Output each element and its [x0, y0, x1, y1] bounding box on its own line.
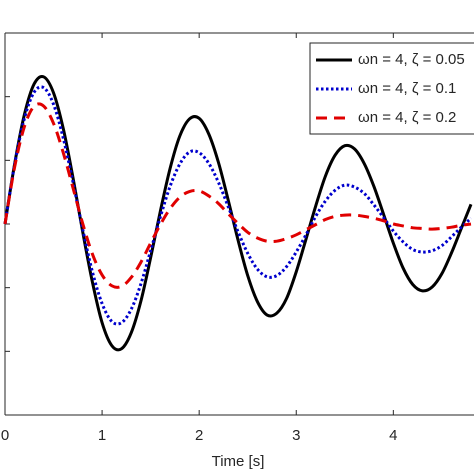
- legend: ωn = 4, ζ = 0.05 ωn = 4, ζ = 0.1 ωn = 4, ζ…: [309, 42, 474, 135]
- x-tick-label: 4: [389, 427, 397, 444]
- x-tick-label: 3: [292, 427, 300, 444]
- line-series: [3, 85, 473, 326]
- legend-label: ωn = 4, ζ = 0.1: [358, 80, 456, 97]
- x-tick-label: 1: [98, 427, 106, 444]
- line-series: [3, 75, 473, 352]
- x-axis-label: Time [s]: [212, 453, 265, 470]
- x-tick-label: 0: [1, 427, 9, 444]
- legend-label: ωn = 4, ζ = 0.2: [358, 109, 456, 126]
- line-series: [3, 102, 472, 289]
- x-tick-label: 2: [195, 427, 203, 444]
- legend-label: ωn = 4, ζ = 0.05: [358, 51, 465, 68]
